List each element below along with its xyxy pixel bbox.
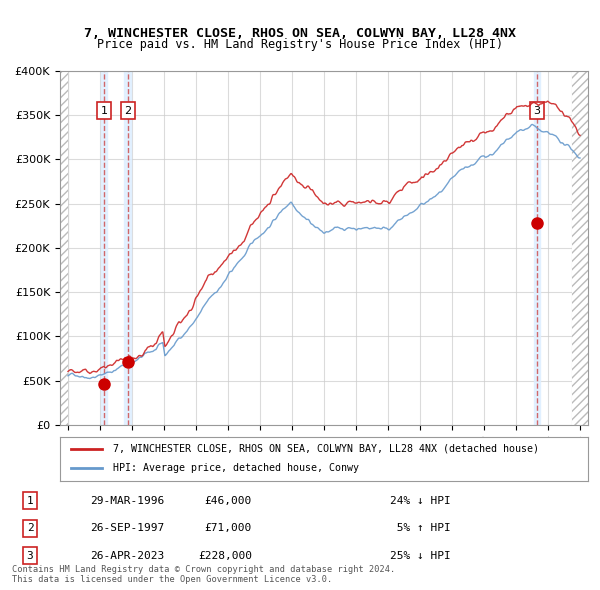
Text: £228,000: £228,000	[198, 550, 252, 560]
Bar	[534, 71, 541, 425]
Text: 7, WINCHESTER CLOSE, RHOS ON SEA, COLWYN BAY, LL28 4NX: 7, WINCHESTER CLOSE, RHOS ON SEA, COLWYN…	[84, 27, 516, 40]
Text: £71,000: £71,000	[205, 523, 252, 533]
Text: 2: 2	[124, 106, 131, 116]
Text: 1: 1	[100, 106, 107, 116]
Text: HPI: Average price, detached house, Conwy: HPI: Average price, detached house, Conw…	[113, 464, 359, 473]
Text: 25% ↓ HPI: 25% ↓ HPI	[390, 550, 451, 560]
Text: 7, WINCHESTER CLOSE, RHOS ON SEA, COLWYN BAY, LL28 4NX (detached house): 7, WINCHESTER CLOSE, RHOS ON SEA, COLWYN…	[113, 444, 539, 454]
Text: 1: 1	[26, 496, 34, 506]
Text: 29-MAR-1996: 29-MAR-1996	[90, 496, 164, 506]
Text: 3: 3	[533, 106, 541, 116]
Bar	[101, 71, 107, 425]
Bar	[572, 71, 588, 425]
Bar	[124, 71, 131, 425]
Text: 26-SEP-1997: 26-SEP-1997	[90, 523, 164, 533]
Text: 24% ↓ HPI: 24% ↓ HPI	[390, 496, 451, 506]
Text: 26-APR-2023: 26-APR-2023	[90, 550, 164, 560]
Text: £46,000: £46,000	[205, 496, 252, 506]
Bar	[60, 71, 68, 425]
Text: 3: 3	[26, 550, 34, 560]
Text: Price paid vs. HM Land Registry's House Price Index (HPI): Price paid vs. HM Land Registry's House …	[97, 38, 503, 51]
Text: 2: 2	[26, 523, 34, 533]
Text: Contains HM Land Registry data © Crown copyright and database right 2024.
This d: Contains HM Land Registry data © Crown c…	[12, 565, 395, 584]
Text: 5% ↑ HPI: 5% ↑ HPI	[390, 523, 451, 533]
